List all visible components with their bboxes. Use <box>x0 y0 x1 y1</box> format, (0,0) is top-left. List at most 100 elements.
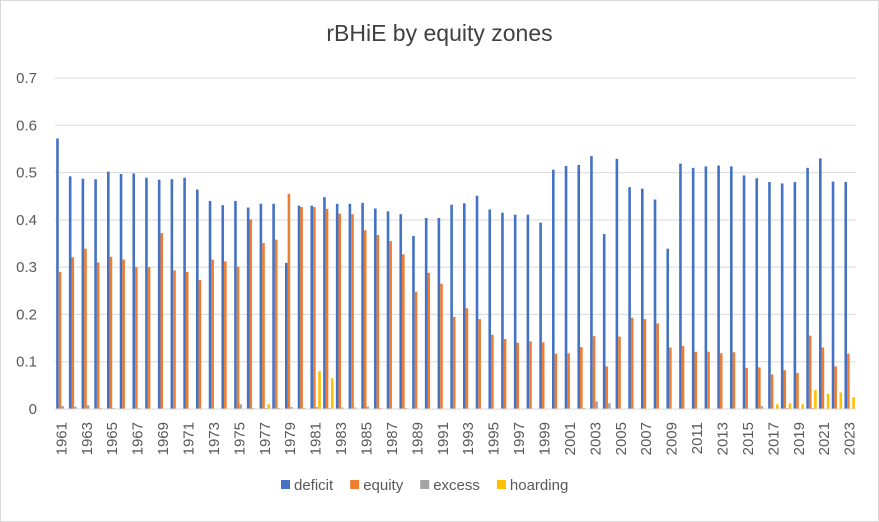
bar-excess <box>366 406 370 409</box>
bar-equity <box>185 271 189 409</box>
bar-deficit <box>297 205 301 409</box>
bar-equity <box>503 339 507 409</box>
x-tick-label: 1983 <box>333 422 350 455</box>
bar-deficit <box>806 167 809 409</box>
bar-equity <box>478 319 481 409</box>
x-tick-label: 1973 <box>206 422 223 455</box>
y-tick-label: 0.2 <box>16 306 37 323</box>
bar-hoarding <box>839 392 843 409</box>
bar-deficit <box>742 175 746 409</box>
bar-equity <box>694 351 698 409</box>
bar-deficit <box>768 182 771 409</box>
bar-equity <box>287 193 291 409</box>
x-tick-label: 1993 <box>460 422 477 455</box>
x-tick-label: 1975 <box>231 422 248 455</box>
bar-deficit <box>145 177 148 409</box>
bar-equity <box>732 352 736 409</box>
bar-equity <box>707 351 710 409</box>
x-tick-label: 2009 <box>664 422 681 455</box>
bar-deficit <box>539 222 542 409</box>
x-tick-label: 2017 <box>765 422 782 455</box>
x-tick-label: 2013 <box>715 422 732 455</box>
bar-equity <box>440 283 443 409</box>
bar-hoarding <box>852 397 855 409</box>
bar-deficit <box>234 200 237 409</box>
bar-deficit <box>107 171 110 409</box>
bar-deficit <box>691 167 695 409</box>
x-tick-label: 1965 <box>104 422 121 455</box>
bar-equity <box>847 353 850 409</box>
bar-equity <box>808 335 812 409</box>
bar-deficit <box>399 214 403 409</box>
bar-deficit <box>793 182 797 409</box>
bar-hoarding <box>826 393 830 409</box>
bar-hoarding <box>801 404 804 409</box>
bar-deficit <box>81 178 85 409</box>
legend-swatch-excess <box>420 480 430 489</box>
bar-equity <box>719 353 723 409</box>
y-tick-label: 0.3 <box>16 259 37 276</box>
bar-deficit <box>628 187 631 409</box>
bar-deficit <box>755 178 759 409</box>
bar-excess <box>74 406 77 409</box>
bar-equity <box>96 262 100 409</box>
bar-deficit <box>653 199 657 409</box>
bar-equity <box>249 219 253 409</box>
x-tick-label: 1985 <box>359 422 376 455</box>
bar-equity <box>58 271 62 409</box>
bar-deficit <box>819 158 822 409</box>
bar-equity <box>516 342 520 409</box>
bar-equity <box>147 267 151 409</box>
bar-equity <box>300 207 303 409</box>
bar-equity <box>122 259 125 409</box>
bar-deficit <box>666 248 670 409</box>
bar-equity <box>656 323 659 409</box>
legend-label-excess: excess <box>433 477 480 494</box>
bar-deficit <box>157 179 161 409</box>
bar-equity <box>274 239 278 409</box>
x-tick-label: 1987 <box>384 422 401 455</box>
bar-deficit <box>475 195 479 409</box>
bar-equity <box>262 243 265 409</box>
bar-hoarding <box>814 390 817 409</box>
bar-equity <box>643 319 647 409</box>
bar-deficit <box>68 176 72 409</box>
bar-equity <box>160 233 164 409</box>
bar-deficit <box>386 211 390 409</box>
bar-deficit <box>513 214 517 409</box>
bar-deficit <box>717 165 720 409</box>
bar-equity <box>427 272 431 409</box>
bar-deficit <box>56 138 59 409</box>
bar-equity <box>592 336 596 409</box>
bar-equity <box>618 336 621 409</box>
bar-equity <box>681 346 685 409</box>
y-tick-label: 0.6 <box>16 117 37 134</box>
bar-equity <box>198 279 202 409</box>
chart-title: rBHiE by equity zones <box>326 20 553 46</box>
bar-equity <box>745 367 748 409</box>
bar-equity <box>567 353 570 409</box>
x-tick-label: 2011 <box>689 422 706 454</box>
bar-hoarding <box>775 404 779 409</box>
bar-equity <box>529 341 532 409</box>
legend-label-deficit: deficit <box>294 477 334 494</box>
bar-excess <box>760 406 764 409</box>
bar-equity <box>402 254 405 409</box>
bar-deficit <box>424 217 428 409</box>
bar-equity <box>669 347 672 409</box>
bar-excess <box>353 407 357 409</box>
bar-deficit <box>374 208 377 409</box>
x-tick-label: 1991 <box>435 422 452 455</box>
bar-deficit <box>335 203 339 409</box>
bar-deficit <box>310 205 314 409</box>
y-tick-label: 0.7 <box>16 70 37 87</box>
bar-deficit <box>615 158 619 409</box>
bar-deficit <box>450 204 453 409</box>
bar-deficit <box>501 212 504 409</box>
y-tick-label: 0 <box>29 401 37 418</box>
bar-equity <box>541 342 545 409</box>
x-tick-label: 2003 <box>587 422 604 455</box>
bar-deficit <box>208 200 212 409</box>
bar-excess <box>239 404 242 409</box>
bar-deficit <box>348 203 352 409</box>
